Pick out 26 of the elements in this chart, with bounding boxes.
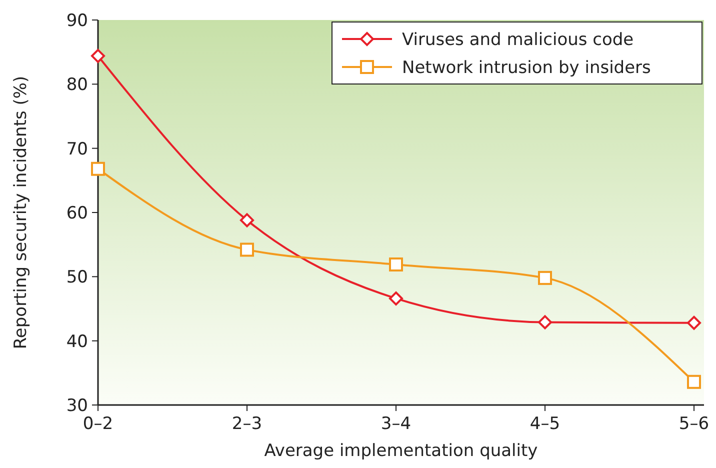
point (389, 291, 403, 306)
point (687, 374, 701, 389)
y-tick-label: 40 (66, 332, 88, 352)
x-tick-label: 5–6 (678, 414, 710, 434)
point (687, 316, 701, 330)
point (240, 242, 254, 257)
y-tick-label: 30 (66, 396, 88, 416)
x-tick-label: 4–5 (530, 414, 560, 434)
x-tick-label: 3–4 (380, 414, 412, 434)
y-tick-label: 50 (66, 268, 88, 288)
y-tick-label: 80 (66, 75, 88, 96)
point (538, 315, 552, 330)
y-tick-label: 90 (66, 10, 88, 31)
x-axis-title: Average implementation quality (264, 441, 538, 461)
point (91, 48, 105, 63)
y-axis-title: Reporting security incidents (%) (11, 76, 31, 350)
x-tick-label: 2–3 (232, 414, 262, 434)
point (389, 257, 403, 272)
y-tick-label: 60 (66, 203, 88, 224)
legend-label: Viruses and malicious code (402, 30, 634, 50)
x-tick-label: 0–2 (82, 414, 114, 434)
point (240, 213, 254, 228)
legend-label: Network intrusion by insiders (402, 58, 652, 78)
point (91, 162, 105, 176)
y-tick-label: 70 (66, 139, 88, 160)
point (538, 270, 552, 285)
